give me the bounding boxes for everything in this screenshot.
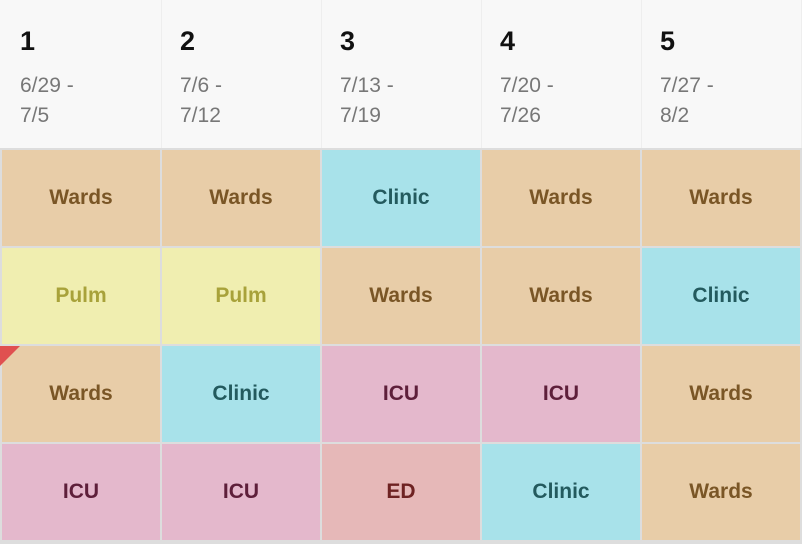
rotation-cell[interactable]: ICU xyxy=(482,346,640,442)
rotation-cell[interactable]: Wards xyxy=(642,150,800,246)
week-number: 5 xyxy=(660,26,676,56)
week-header: 4 7/20 - 7/26 xyxy=(482,0,642,148)
rotation-cell[interactable]: Clinic xyxy=(642,248,800,344)
week-end: 7/12 xyxy=(180,104,221,127)
rotation-cell[interactable]: ED xyxy=(322,444,480,540)
week-start: 7/27 - xyxy=(660,74,714,97)
rotation-cell[interactable]: Wards xyxy=(482,150,640,246)
schedule-grid: Wards Wards Clinic Wards Wards Pulm Pulm Wards W… xyxy=(0,148,802,544)
rotation-cell[interactable]: Clinic xyxy=(322,150,480,246)
week-end: 7/26 xyxy=(500,104,541,127)
rotation-cell[interactable]: Wards xyxy=(2,150,160,246)
week-number: 2 xyxy=(180,26,196,56)
week-header: 5 7/27 - 8/2 xyxy=(642,0,802,148)
week-header: 3 7/13 - 7/19 xyxy=(322,0,482,148)
rotation-cell[interactable]: Wards xyxy=(162,150,320,246)
week-number: 1 xyxy=(20,26,36,56)
rotation-cell[interactable]: Clinic xyxy=(162,346,320,442)
week-start: 7/20 - xyxy=(500,74,554,97)
rotation-cell[interactable]: ICU xyxy=(162,444,320,540)
rotation-cell[interactable]: Pulm xyxy=(162,248,320,344)
week-header: 2 7/6 - 7/12 xyxy=(162,0,322,148)
rotation-cell[interactable]: Wards xyxy=(642,444,800,540)
rotation-cell[interactable]: Wards xyxy=(482,248,640,344)
rotation-cell[interactable]: ICU xyxy=(322,346,480,442)
flag-marker xyxy=(0,346,20,366)
rotation-cell[interactable]: Wards xyxy=(642,346,800,442)
rotation-cell[interactable]: Wards xyxy=(322,248,480,344)
rotation-cell[interactable]: Clinic xyxy=(482,444,640,540)
week-number: 4 xyxy=(500,26,516,56)
rotation-cell[interactable]: Pulm xyxy=(2,248,160,344)
header: 1 6/29 - 7/5 2 7/6 - 7/12 3 7/13 - 7/19 4 7/20 - 7/… xyxy=(0,0,802,148)
rotation-cell[interactable]: Wards xyxy=(2,346,160,442)
week-end: 7/19 xyxy=(340,104,381,127)
week-start: 7/13 - xyxy=(340,74,394,97)
week-start: 7/6 - xyxy=(180,74,223,97)
rotation-cell[interactable]: ICU xyxy=(2,444,160,540)
week-end: 8/2 xyxy=(660,104,690,127)
week-end: 7/5 xyxy=(20,104,50,127)
week-start: 6/29 - xyxy=(20,74,74,97)
week-header: 1 6/29 - 7/5 xyxy=(2,0,162,148)
week-number: 3 xyxy=(340,26,356,56)
